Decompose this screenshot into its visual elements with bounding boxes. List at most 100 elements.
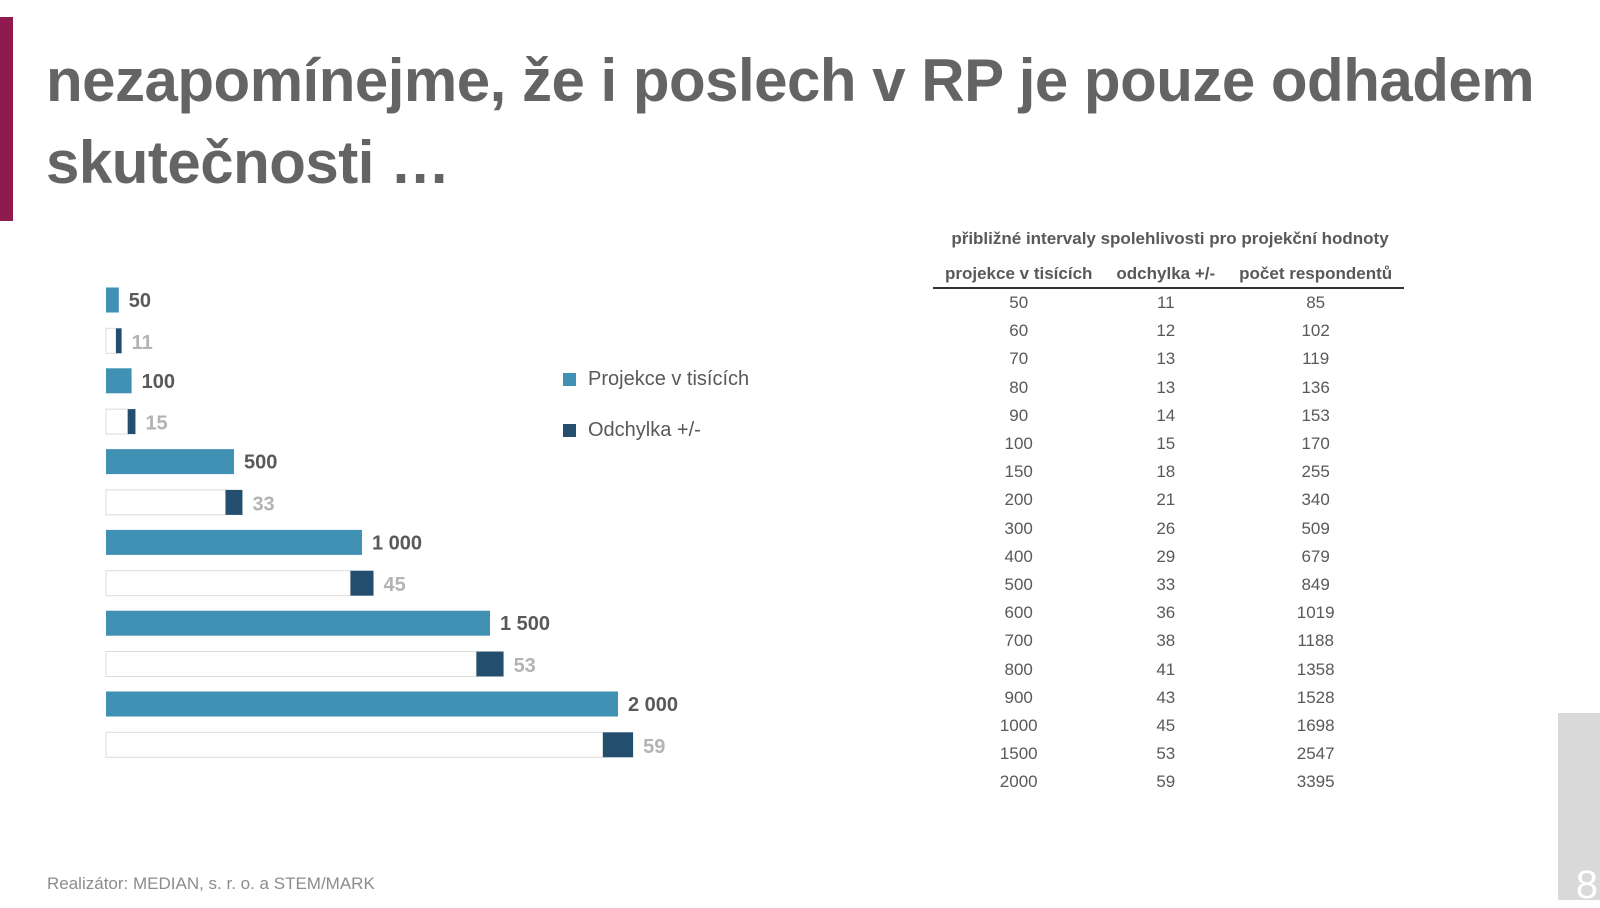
table-row: 200 21 340 xyxy=(933,486,1404,514)
table-cell: 11 xyxy=(1156,293,1175,313)
bar-deviation xyxy=(602,732,634,758)
bar-offset xyxy=(105,651,477,677)
table-row: 150 18 255 xyxy=(933,458,1404,486)
table-cell: 500 xyxy=(1004,574,1033,594)
legend-item-projection: Projekce v tisících xyxy=(563,368,749,391)
confidence-table: projekce v tisících odchylka +/- počet r… xyxy=(933,262,1405,796)
table-cell: 600 xyxy=(1004,603,1033,623)
table-row: 500 33 849 xyxy=(933,571,1404,599)
data-label-deviation: 15 xyxy=(145,413,167,435)
table-row: 60 12 102 xyxy=(933,317,1404,345)
legend-label: Odchylka +/- xyxy=(588,419,701,441)
table-row: 1000 45 1698 xyxy=(933,712,1404,740)
table-row: 90 14 153 xyxy=(933,402,1404,430)
table-cell: 255 xyxy=(1301,462,1330,482)
table-row: 300 26 509 xyxy=(933,515,1404,543)
bar-projection xyxy=(106,287,119,313)
table-cell: 26 xyxy=(1156,518,1176,538)
table-row: 700 38 1188 xyxy=(933,627,1404,655)
column-header: projekce v tisících xyxy=(933,262,1105,289)
table-row: 100 15 170 xyxy=(933,430,1404,458)
data-label-projection: 1 500 xyxy=(500,613,550,635)
table-cell: 509 xyxy=(1301,518,1330,538)
table-row: 900 43 1528 xyxy=(933,684,1404,712)
table-cell: 70 xyxy=(1009,349,1029,369)
table-cell: 200 xyxy=(1004,490,1033,510)
data-label-projection: 1 000 xyxy=(372,532,422,554)
table-cell: 38 xyxy=(1156,631,1176,651)
table-row: 1500 53 2547 xyxy=(933,740,1404,768)
page-number-box: 8 xyxy=(1558,713,1600,907)
table-cell: 90 xyxy=(1009,405,1029,425)
table-cell: 900 xyxy=(1004,687,1033,707)
bar-projection xyxy=(106,610,490,636)
table-cell: 3395 xyxy=(1296,772,1335,792)
data-label-projection: 500 xyxy=(244,452,277,474)
table-cell: 80 xyxy=(1009,377,1029,397)
table-cell: 136 xyxy=(1301,377,1330,397)
table-cell: 119 xyxy=(1302,349,1330,369)
table-cell: 45 xyxy=(1156,715,1176,735)
table-row: 2000 59 3395 xyxy=(933,768,1404,796)
table-cell: 1188 xyxy=(1297,631,1334,651)
table-cell: 150 xyxy=(1004,462,1033,482)
legend-swatch xyxy=(563,424,576,437)
table-title: přibližné intervaly spolehlivosti pro pr… xyxy=(951,229,1389,248)
table-cell: 849 xyxy=(1301,574,1330,594)
table-cell: 50 xyxy=(1009,293,1029,313)
table-cell: 21 xyxy=(1156,490,1176,510)
table-cell: 700 xyxy=(1004,631,1033,651)
bar-deviation xyxy=(350,570,374,596)
bar-projection xyxy=(106,529,362,555)
table-cell: 100 xyxy=(1004,434,1033,454)
data-label-deviation: 11 xyxy=(132,332,153,354)
bar-deviation xyxy=(476,651,504,677)
table-cell: 43 xyxy=(1156,687,1176,707)
table-cell: 12 xyxy=(1156,321,1176,341)
column-header: počet respondentů xyxy=(1227,262,1405,289)
table-cell: 153 xyxy=(1301,405,1330,425)
bar-offset xyxy=(105,731,604,758)
table-cell: 2000 xyxy=(999,772,1038,792)
table-cell: 14 xyxy=(1156,405,1176,425)
legend-item-deviation: Odchylka +/- xyxy=(563,419,701,442)
data-label-projection: 2 000 xyxy=(628,694,678,716)
legend-swatch xyxy=(563,373,576,386)
table-cell: 13 xyxy=(1156,349,1176,369)
data-label-deviation: 53 xyxy=(514,655,536,677)
table-cell: 679 xyxy=(1301,546,1330,566)
slide-title: nezapomínejme, že i poslech v RP je pouz… xyxy=(46,47,1535,196)
table-cell: 18 xyxy=(1156,462,1176,482)
table-cell: 59 xyxy=(1156,772,1176,792)
bar-offset xyxy=(105,489,227,516)
table-cell: 29 xyxy=(1156,546,1176,566)
bar-deviation xyxy=(127,409,136,435)
data-label-deviation: 45 xyxy=(384,574,406,596)
footer-credit: Realizátor: MEDIAN, s. r. o. a STEM/MARK xyxy=(47,874,375,893)
page-number: 8 xyxy=(1575,863,1598,907)
table-cell: 1019 xyxy=(1296,603,1335,623)
table-cell: 41 xyxy=(1156,659,1176,679)
accent-bar xyxy=(0,17,13,221)
table-cell: 13 xyxy=(1156,377,1176,397)
table-row: 80 13 136 xyxy=(933,374,1404,402)
table-cell: 1000 xyxy=(999,715,1038,735)
table-row: 400 29 679 xyxy=(933,543,1404,571)
table-cell: 33 xyxy=(1156,574,1176,594)
table-cell: 800 xyxy=(1004,659,1033,679)
table-cell: 1528 xyxy=(1296,687,1335,707)
data-label-projection: 100 xyxy=(142,371,175,393)
table-row: 600 36 1019 xyxy=(933,599,1404,627)
table-row: 50 11 85 xyxy=(933,288,1404,317)
table-row: 70 13 119 xyxy=(933,345,1404,373)
table-cell: 170 xyxy=(1301,434,1330,454)
bar-chart: 50 11 100 15 500 33 1 000 45 1 500 53 2 000 59 xyxy=(105,287,678,758)
table-cell: 60 xyxy=(1009,321,1029,341)
bar-offset xyxy=(105,570,351,597)
table-cell: 85 xyxy=(1306,293,1326,313)
table-cell: 53 xyxy=(1156,744,1176,764)
table-cell: 2547 xyxy=(1296,744,1335,764)
table-cell: 400 xyxy=(1004,546,1033,566)
bar-deviation xyxy=(115,328,122,354)
table-cell: 1698 xyxy=(1296,715,1335,735)
